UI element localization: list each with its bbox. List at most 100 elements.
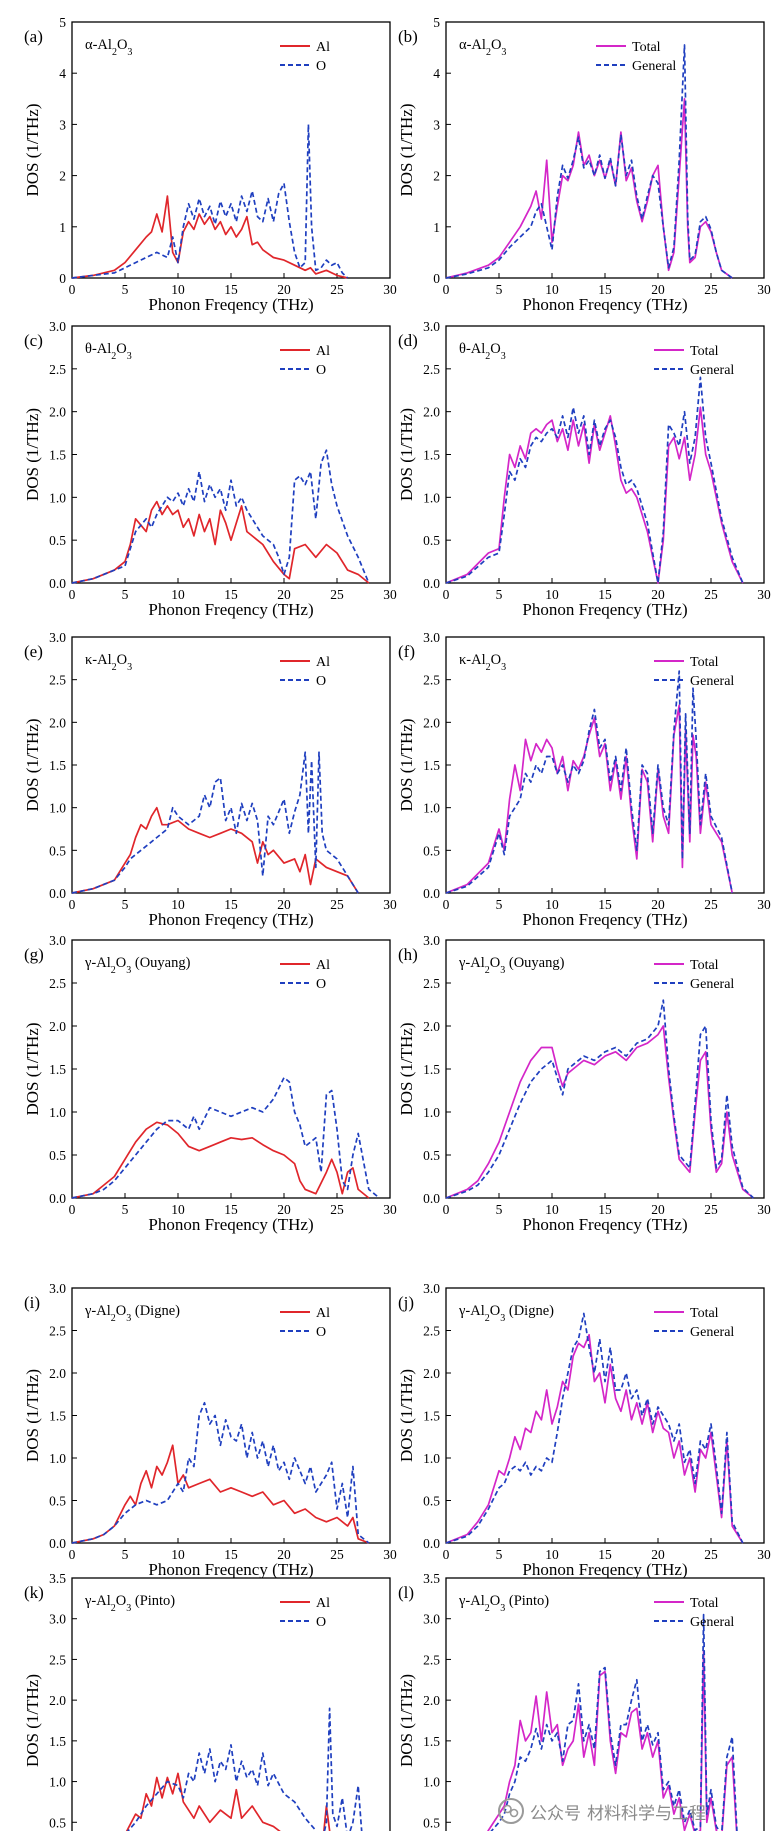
y-tick-label: 1.0 — [49, 490, 66, 505]
y-tick-label: 3.0 — [423, 933, 440, 948]
y-tick-label: 1.0 — [423, 1451, 440, 1466]
y-tick-label: 1.5 — [423, 1734, 440, 1749]
y-tick-label: 2.0 — [49, 1366, 66, 1381]
material-label: α-Al2O3 — [459, 37, 506, 58]
chart-panel-l: 0.00.51.01.52.02.53.03.5051015202530Phon… — [397, 1571, 765, 1831]
y-axis-label: DOS (1/THz) — [23, 1022, 42, 1115]
x-tick-label: 30 — [757, 1202, 771, 1217]
material-label: γ-Al2O3 (Digne) — [458, 1303, 554, 1324]
legend-label-general: General — [690, 1325, 734, 1340]
material-label: γ-Al2O3 (Ouyang) — [458, 955, 565, 976]
panel-letter: (g) — [24, 945, 44, 964]
plot-frame — [71, 939, 391, 1199]
x-tick-label: 15 — [224, 282, 238, 297]
x-tick-label: 15 — [598, 587, 612, 602]
y-tick-label: 0.0 — [49, 1536, 66, 1551]
legend-label-general: General — [632, 59, 676, 74]
x-tick-label: 5 — [122, 1547, 129, 1562]
y-tick-label: 2.0 — [423, 1693, 440, 1708]
x-tick-label: 20 — [651, 587, 665, 602]
plot-frame — [71, 636, 391, 894]
y-tick-label: 1.0 — [423, 490, 440, 505]
y-tick-label: 1.0 — [423, 801, 440, 816]
x-tick-label: 15 — [598, 897, 612, 912]
y-tick-label: 0.5 — [49, 1494, 66, 1509]
y-tick-label: 3.0 — [49, 319, 66, 334]
chart-panel-d: 0.0 0.5 1.0 1.5 2.0 2.5 3.0 0 5 10 15 20 25 30 Phonon … — [397, 319, 771, 619]
x-axis-label: Phonon Freqency (THz) — [148, 1560, 313, 1579]
panel-letter: (c) — [24, 331, 43, 350]
y-tick-label: 3 — [59, 117, 66, 132]
x-axis-label: Phonon Freqency (THz) — [522, 1560, 687, 1579]
legend-label-al: Al — [316, 40, 330, 55]
plot-frame — [445, 1577, 765, 1831]
series-line-total — [445, 1333, 744, 1544]
x-tick-label: 10 — [545, 1202, 559, 1217]
x-tick-label: 20 — [277, 897, 291, 912]
legend-label-total: Total — [690, 344, 719, 359]
x-tick-label: 30 — [383, 897, 397, 912]
panel-letter: (k) — [24, 1583, 44, 1602]
y-tick-label: 1.0 — [49, 1775, 66, 1790]
x-tick-label: 5 — [122, 897, 129, 912]
legend-label-total: Total — [690, 1306, 719, 1321]
series-line-o — [71, 123, 349, 279]
x-tick-label: 20 — [277, 282, 291, 297]
legend-label-o: O — [316, 1325, 326, 1340]
y-tick-label: 0.0 — [423, 1191, 440, 1206]
y-tick-label: 0.0 — [423, 576, 440, 591]
x-axis-label: Phonon Freqency (THz) — [522, 600, 687, 619]
series-line-o — [71, 1401, 370, 1544]
watermark: 公众号 材料科学与工程 — [498, 1796, 706, 1826]
series-line-general — [445, 670, 734, 894]
y-axis-label: DOS (1/THz) — [23, 1369, 42, 1462]
x-tick-label: 0 — [443, 1202, 450, 1217]
panel-letter: (f) — [398, 642, 415, 661]
material-label: α-Al2O3 — [85, 37, 132, 58]
x-tick-label: 10 — [545, 587, 559, 602]
x-tick-label: 0 — [443, 587, 450, 602]
material-label: θ-Al2O3 — [85, 341, 132, 362]
x-tick-label: 10 — [171, 282, 185, 297]
y-tick-label: 0.5 — [423, 1494, 440, 1509]
y-tick-label: 0.5 — [49, 533, 66, 548]
plot-frame — [71, 1577, 391, 1831]
x-tick-label: 25 — [330, 1547, 344, 1562]
y-tick-label: 2.0 — [423, 715, 440, 730]
x-tick-label: 5 — [122, 587, 129, 602]
y-tick-label: 3.0 — [49, 1281, 66, 1296]
y-tick-label: 0.5 — [423, 1815, 440, 1830]
x-tick-label: 30 — [757, 897, 771, 912]
y-tick-label: 1.0 — [423, 1775, 440, 1790]
plot-frame — [71, 21, 391, 279]
x-tick-label: 30 — [383, 1202, 397, 1217]
panel-letter: (e) — [24, 642, 43, 661]
x-tick-label: 0 — [69, 1202, 76, 1217]
legend-label-general: General — [690, 363, 734, 378]
chart-panel-k: 0.00.51.01.52.02.53.03.5051015202530Phon… — [23, 1571, 391, 1831]
x-tick-label: 10 — [171, 587, 185, 602]
legend-label-al: Al — [316, 958, 330, 973]
y-axis-label: DOS (1/THz) — [23, 103, 42, 196]
y-tick-label: 2.0 — [49, 1693, 66, 1708]
x-tick-label: 30 — [757, 1547, 771, 1562]
series-line-o — [126, 1707, 363, 1831]
chart-panel-c: 0.0 0.5 1.0 1.5 2.0 2.5 3.0 0 5 10 15 20 25 30 Phonon … — [23, 319, 397, 619]
chart-panel-i: 0.0 0.5 1.0 1.5 2.0 2.5 3.0 0 5 10 15 20 25 30 Phonon … — [23, 1281, 397, 1579]
series-line-o — [71, 449, 370, 584]
y-tick-label: 0 — [433, 271, 440, 286]
legend-label-al: Al — [316, 1306, 330, 1321]
x-tick-label: 10 — [171, 897, 185, 912]
y-tick-label: 1.5 — [423, 1062, 440, 1077]
y-axis-label: DOS (1/THz) — [397, 718, 416, 811]
series-line-general — [445, 376, 744, 584]
x-axis-label: Phonon Freqency (THz) — [522, 295, 687, 314]
x-tick-label: 0 — [443, 1547, 450, 1562]
y-axis-label: DOS (1/THz) — [397, 1674, 416, 1767]
series-line-al — [71, 1444, 370, 1544]
y-axis-label: DOS (1/THz) — [397, 103, 416, 196]
x-tick-label: 25 — [330, 1202, 344, 1217]
series-line-al — [71, 806, 359, 894]
series-line-general — [445, 1312, 744, 1544]
y-tick-label: 3.5 — [49, 1571, 66, 1586]
